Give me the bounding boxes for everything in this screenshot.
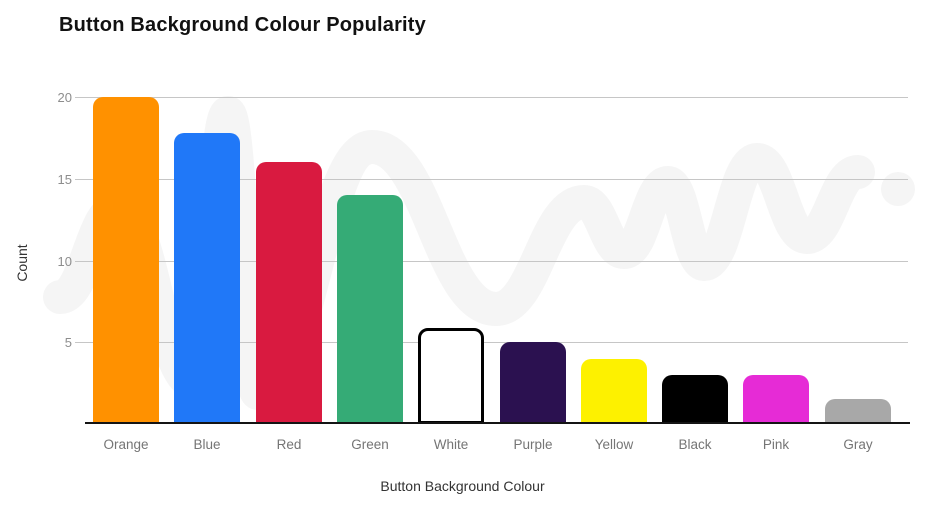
y-tick-label-5: 5 [64,335,72,350]
x-tick-label-yellow: Yellow [594,437,634,452]
bar-green[interactable] [337,195,403,424]
x-tick-label-gray: Gray [843,437,873,452]
y-tick-label-20: 20 [57,90,72,105]
y-tick-label-10: 10 [57,254,72,269]
x-tick-label-green: Green [351,437,389,452]
x-tick-label-blue: Blue [193,437,221,452]
x-tick-label-red: Red [276,437,302,452]
x-tick-label-pink: Pink [762,437,790,452]
x-axis-line [85,422,910,424]
gridline-y-20 [85,97,908,98]
x-axis-title: Button Background Colour [380,478,545,494]
bar-blue[interactable] [174,133,240,424]
bar-pink[interactable] [743,375,809,424]
bar-purple[interactable] [500,342,566,424]
y-tick-mark-20 [75,97,86,98]
y-tick-mark-15 [75,179,86,180]
y-tick-label-15: 15 [57,172,72,187]
x-tick-label-purple: Purple [513,437,553,452]
bar-yellow[interactable] [581,359,647,424]
squiggle-end-dot [881,172,915,206]
x-tick-label-black: Black [678,437,712,452]
bar-orange[interactable] [93,97,159,424]
x-tick-label-orange: Orange [103,437,149,452]
chart-title: Button Background Colour Popularity [59,14,426,36]
y-tick-mark-10 [75,261,86,262]
y-axis-title: Count [14,244,30,282]
bar-red[interactable] [256,162,322,424]
bar-gray[interactable] [825,399,891,424]
y-tick-mark-5 [75,342,86,343]
bar-white[interactable] [418,328,484,424]
bar-black[interactable] [662,375,728,424]
x-tick-label-white: White [433,437,469,452]
